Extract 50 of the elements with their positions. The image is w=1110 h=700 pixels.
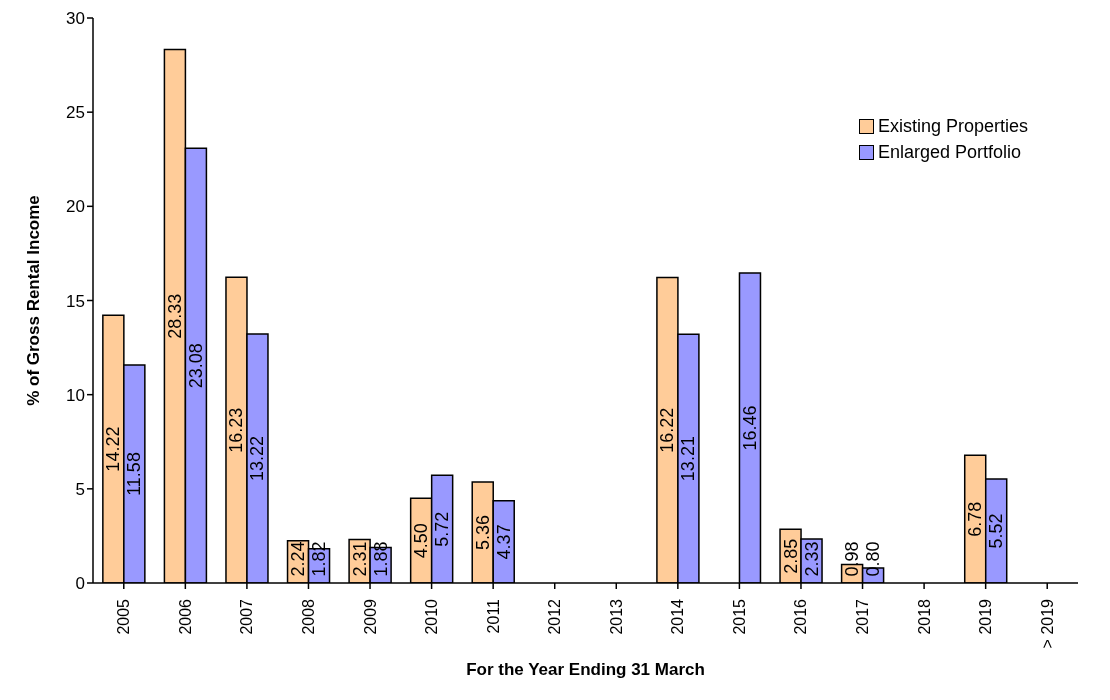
x-tick-label: 2009: [361, 598, 379, 635]
data-label: 2.31: [349, 541, 370, 577]
data-label: 4.37: [493, 524, 514, 560]
y-tick-label: 25: [66, 103, 85, 123]
data-label: 1.82: [309, 541, 330, 577]
data-label: 6.78: [965, 501, 986, 537]
data-label: 0.80: [863, 541, 884, 577]
x-axis-title: For the Year Ending 31 March: [466, 660, 705, 680]
data-label: 2.24: [288, 541, 309, 577]
x-tick-label: 2010: [423, 598, 441, 635]
x-tick-label: 2012: [546, 598, 564, 635]
x-tick-label: 2008: [299, 598, 317, 635]
data-label: 4.50: [411, 523, 432, 559]
x-tick-label: 2016: [792, 598, 810, 635]
y-tick-label: 0: [75, 574, 85, 594]
x-tick-label: > 2019: [1038, 598, 1056, 649]
x-tick-label: 2017: [854, 598, 872, 635]
x-tick-label: 2019: [977, 598, 995, 635]
x-tick-label: 2011: [484, 598, 502, 634]
x-tick-label: 2005: [115, 598, 133, 635]
data-label: 5.36: [472, 515, 493, 551]
data-label: 2.85: [780, 538, 801, 574]
y-tick-label: 15: [66, 291, 85, 311]
y-axis-title: % of Gross Rental Income: [24, 195, 44, 406]
x-tick-label: 2013: [607, 598, 625, 635]
legend-label: Existing Properties: [877, 115, 1028, 138]
data-label: 16.23: [226, 407, 247, 453]
data-label: 0.98: [842, 541, 863, 577]
data-label: 16.46: [739, 405, 760, 451]
data-label: 13.22: [247, 435, 268, 482]
x-tick-label: 2014: [669, 598, 687, 635]
x-tick-label: 2015: [730, 598, 748, 635]
x-tick-label: 2007: [238, 598, 256, 635]
data-label: 13.21: [678, 436, 699, 482]
legend-label: Enlarged Portfolio: [877, 141, 1022, 164]
data-label: 5.72: [432, 511, 453, 547]
data-label: 2.33: [801, 541, 822, 577]
data-label: 14.22: [103, 426, 124, 472]
y-tick-label: 5: [75, 479, 85, 499]
data-label: 23.08: [185, 343, 206, 389]
data-label: 28.33: [164, 293, 185, 339]
y-tick-label: 30: [66, 9, 85, 29]
data-label: 16.22: [657, 407, 678, 453]
y-tick-label: 10: [66, 385, 85, 405]
data-label: 5.52: [986, 513, 1007, 549]
data-label: 1.88: [370, 541, 391, 577]
data-label: 11.58: [124, 452, 145, 496]
x-tick-label: 2006: [176, 598, 194, 635]
x-tick-label: 2018: [915, 598, 933, 635]
y-tick-label: 20: [66, 197, 85, 217]
